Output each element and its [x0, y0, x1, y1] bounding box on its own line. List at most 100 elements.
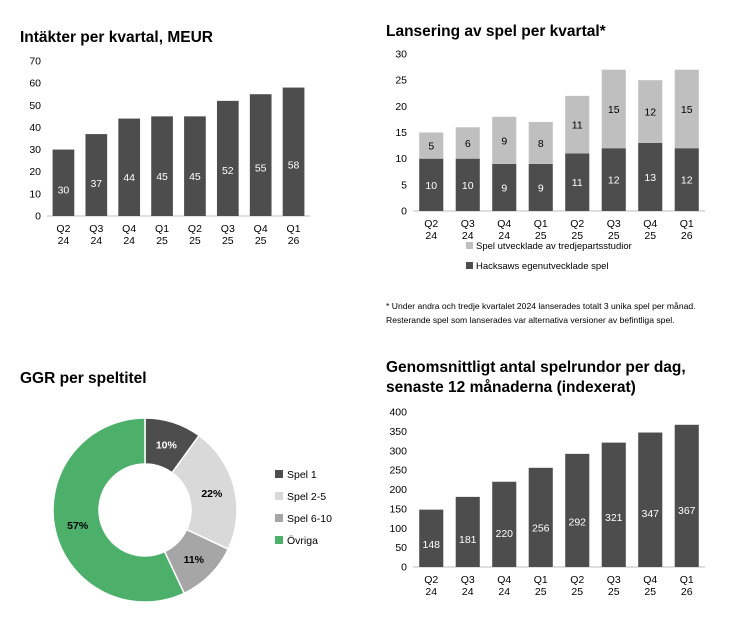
rounds-xtick-label: Q3	[607, 574, 621, 586]
ggr-legend-label: Övriga	[287, 535, 318, 547]
launch-xtick-label: Q4	[497, 218, 511, 230]
launch-xtick-label: 24	[498, 230, 510, 242]
ggr-slice-label: 57%	[67, 520, 89, 532]
revenue-xtick-label: Q1	[287, 223, 301, 235]
rounds-bar-label: 347	[641, 508, 659, 520]
launch-bar-label-s1: 8	[538, 138, 544, 150]
revenue-ytick-label: 40	[29, 122, 41, 134]
revenue-xtick-label: 25	[189, 235, 201, 247]
rounds-ytick-label: 200	[389, 484, 407, 496]
launch-xtick-label: Q2	[424, 218, 438, 230]
rounds-xtick-label: 25	[535, 586, 547, 598]
rounds-bar	[492, 481, 517, 567]
rounds-ytick-label: 400	[389, 407, 407, 419]
ggr-slice-label: 22%	[201, 488, 223, 500]
launch-ytick-label: 0	[401, 206, 407, 218]
ggr-legend-label: Spel 6-10	[287, 513, 332, 525]
rounds-xtick-label: Q4	[643, 574, 657, 586]
revenue-chart: 01020304050607030Q22437Q32444Q42445Q1254…	[29, 56, 310, 247]
rounds-xtick-label: 24	[462, 586, 474, 598]
launch-xtick-label: 25	[571, 230, 583, 242]
launch-ytick-label: 10	[395, 153, 407, 165]
rounds-bar	[638, 432, 663, 567]
revenue-ytick-label: 50	[29, 100, 41, 112]
revenue-chart-title: Intäkter per kvartal, MEUR	[20, 29, 213, 46]
launch-bar-s0	[565, 153, 590, 211]
ggr-slice-label: 11%	[184, 554, 205, 566]
launch-bar-s1	[455, 127, 480, 159]
revenue-ytick-label: 20	[29, 166, 41, 178]
launch-bar-label-s0: 9	[538, 182, 544, 194]
ggr-legend-label: Spel 1	[287, 469, 317, 481]
launch-bar-label-s0: 9	[501, 182, 507, 194]
revenue-bar	[249, 94, 272, 216]
rounds-chart-title: Genomsnittligt antal spelrundor per dag,…	[386, 358, 686, 398]
launch-xtick-label: 24	[462, 230, 474, 242]
rounds-xtick-label: Q2	[570, 574, 584, 586]
rounds-ytick-label: 50	[395, 542, 407, 554]
rounds-bar	[528, 467, 553, 567]
launch-xtick-label: 25	[535, 230, 547, 242]
launch-bar-s0	[455, 158, 480, 211]
revenue-ytick-label: 30	[29, 144, 41, 156]
revenue-bar-label: 55	[255, 162, 267, 174]
rounds-bar-label: 321	[605, 512, 623, 524]
launch-bar-s1	[674, 69, 699, 149]
launch-bar-label-s0: 13	[644, 172, 656, 184]
revenue-bar	[85, 134, 108, 216]
rounds-bar	[565, 453, 590, 567]
revenue-xtick-label: 25	[156, 235, 168, 247]
revenue-bar	[184, 116, 206, 216]
launch-xtick-label: 26	[681, 230, 693, 242]
launch-bar-label-s0: 10	[462, 180, 474, 192]
launch-xtick-label: 24	[425, 230, 437, 242]
rounds-xtick-label: 25	[571, 586, 583, 598]
revenue-bar-label: 45	[189, 171, 201, 183]
launch-xtick-label: 25	[644, 230, 656, 242]
launch-xtick-label: 25	[608, 230, 620, 242]
revenue-xtick-label: Q3	[221, 223, 235, 235]
launch-bar-label-s1: 5	[428, 141, 434, 153]
launch-bar-label-s0: 10	[425, 180, 437, 192]
ggr-legend-swatch	[275, 470, 283, 478]
rounds-ytick-label: 300	[389, 445, 407, 457]
revenue-bar	[151, 116, 173, 216]
launch-legend-swatch	[466, 262, 473, 269]
rounds-xtick-label: 26	[681, 586, 693, 598]
revenue-xtick-label: 25	[222, 235, 234, 247]
launch-bar-s1	[492, 116, 517, 164]
launch-ytick-label: 15	[395, 127, 407, 139]
revenue-ytick-label: 10	[29, 188, 41, 200]
revenue-xtick-label: 25	[255, 235, 267, 247]
revenue-bar-label: 58	[288, 160, 300, 172]
launch-xtick-label: Q1	[534, 218, 548, 230]
rounds-xtick-label: 24	[498, 586, 510, 598]
rounds-bar	[419, 509, 444, 567]
rounds-bar-label: 367	[678, 505, 696, 517]
launch-bar-s0	[601, 148, 626, 211]
launch-legend-label: Hacksaws egenutvecklade spel	[476, 261, 609, 272]
rounds-xtick-label: 25	[608, 586, 620, 598]
rounds-bar-label: 181	[459, 534, 477, 546]
launch-bar-s0	[492, 163, 517, 211]
revenue-xtick-label: 26	[288, 235, 300, 247]
revenue-bar	[118, 118, 141, 216]
ggr-legend-swatch	[275, 514, 283, 522]
launch-legend-swatch	[466, 242, 473, 249]
revenue-xtick-label: Q2	[188, 223, 202, 235]
launch-bar-label-s1: 12	[644, 107, 656, 119]
rounds-ytick-label: 100	[389, 523, 407, 535]
rounds-bar	[601, 442, 626, 567]
launch-bar-label-s1: 15	[608, 104, 620, 116]
launch-ytick-label: 20	[395, 101, 407, 113]
revenue-xtick-label: 24	[90, 235, 102, 247]
revenue-bar-label: 30	[58, 184, 70, 196]
rounds-xtick-label: Q3	[461, 574, 475, 586]
launch-ytick-label: 25	[395, 75, 407, 87]
launch-bar-s0	[638, 142, 663, 211]
launch-bar-s1	[601, 69, 626, 149]
rounds-xtick-label: 24	[425, 586, 437, 598]
launch-bar-s0	[528, 163, 553, 211]
rounds-xtick-label: Q2	[424, 574, 438, 586]
rounds-xtick-label: Q4	[497, 574, 511, 586]
